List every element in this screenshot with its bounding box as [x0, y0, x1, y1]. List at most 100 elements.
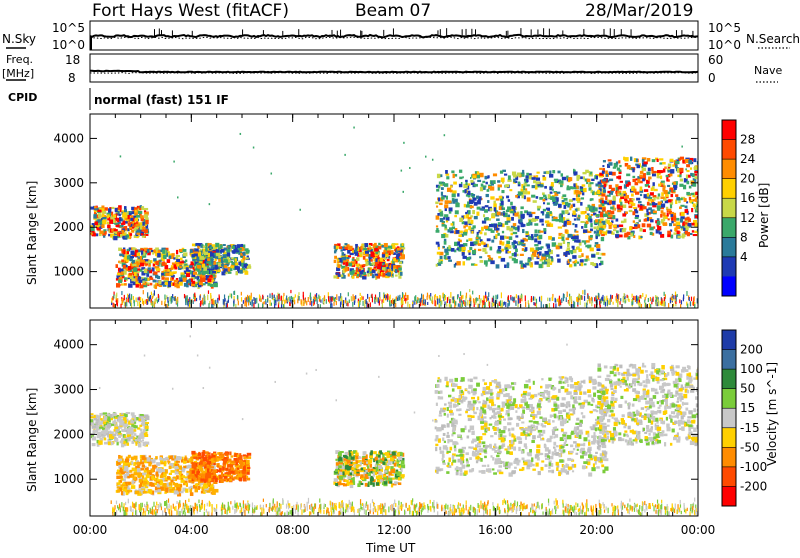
echo-cell	[370, 259, 372, 262]
echo-scatter	[512, 504, 513, 509]
echo-scatter	[136, 297, 137, 302]
echo-cell	[221, 257, 223, 260]
echo-scatter	[575, 506, 576, 510]
echo-cell	[536, 196, 538, 199]
echo-cell	[438, 259, 440, 262]
echo-scatter	[140, 297, 141, 301]
y-tick-label: 1000	[53, 265, 84, 279]
echo-cell	[448, 245, 450, 249]
echo-cell	[462, 252, 465, 256]
echo-cell	[458, 234, 461, 237]
echo-cell	[632, 168, 634, 172]
echo-scatter	[497, 305, 498, 308]
echo-cell	[664, 166, 667, 168]
echo-scatter	[131, 303, 132, 308]
echo-cell	[580, 221, 584, 223]
echo-scatter	[298, 505, 299, 508]
echo-scatter	[308, 297, 309, 302]
echo-scatter	[320, 510, 321, 514]
echo-cell	[504, 236, 506, 239]
echo-scatter	[505, 500, 506, 504]
echo-cell	[659, 158, 663, 160]
echo-cell	[603, 190, 606, 193]
echo-cell	[640, 171, 644, 174]
echo-scatter	[504, 302, 505, 305]
echo-cell	[602, 179, 606, 181]
echo-scatter	[367, 505, 368, 511]
echo-scatter	[132, 512, 133, 516]
echo-cell	[598, 211, 600, 214]
echo-cell	[526, 179, 529, 182]
echo-scatter	[154, 301, 155, 307]
echo-scatter	[219, 294, 220, 299]
echo-scatter	[222, 503, 223, 509]
echo-cell	[576, 239, 580, 242]
echo-cell	[659, 170, 663, 173]
echo-cell	[438, 185, 441, 188]
echo-cell	[584, 263, 587, 265]
echo-cell	[686, 164, 690, 167]
echo-cell	[506, 210, 510, 212]
echo-scatter	[360, 293, 361, 296]
echo-cell	[131, 278, 135, 281]
echo-cell	[520, 240, 524, 243]
echo-scatter	[664, 301, 665, 307]
echo-cell	[232, 246, 235, 249]
echo-cell	[677, 231, 680, 235]
echo-scatter	[459, 508, 460, 513]
echo-scatter	[370, 302, 371, 307]
echo-cell	[441, 196, 445, 199]
echo-cell	[628, 182, 631, 186]
echo-scatter	[323, 510, 324, 514]
echo-cell	[466, 240, 468, 242]
echo-scatter	[535, 303, 536, 306]
echo-cell	[580, 259, 584, 262]
echo-cell	[508, 175, 511, 179]
echo-cell	[624, 219, 627, 223]
echo-scatter	[361, 296, 362, 301]
echo-scatter	[185, 297, 186, 301]
echo-scatter	[384, 295, 385, 299]
echo-cell	[590, 219, 593, 223]
echo-cell	[363, 256, 366, 260]
echo-scatter	[599, 503, 600, 507]
echo-cell	[569, 264, 572, 267]
echo-cell	[384, 257, 386, 260]
echo-cell	[102, 211, 106, 214]
echo-cell	[501, 258, 505, 262]
echo-cell	[514, 259, 518, 263]
echo-scatter	[459, 303, 460, 307]
echo-cell	[600, 230, 602, 234]
echo-scatter	[641, 295, 642, 299]
echo-cell	[667, 209, 671, 211]
echo-scatter	[291, 299, 292, 303]
echo-scatter	[446, 511, 447, 514]
echo-scatter	[480, 501, 481, 506]
echo-scatter	[269, 507, 270, 513]
echo-cell	[576, 197, 580, 201]
echo-scatter	[461, 507, 462, 511]
echo-scatter	[310, 504, 311, 510]
echo-scatter	[672, 298, 673, 301]
colorbar-tick-label: 12	[740, 211, 755, 225]
echo-cell	[436, 189, 439, 192]
echo-scatter	[271, 507, 272, 510]
echo-cell	[653, 171, 657, 173]
echo-cell	[522, 248, 524, 251]
echo-scatter	[525, 302, 526, 307]
echo-scatter	[632, 506, 633, 511]
echo-scatter	[670, 508, 671, 511]
echo-scatter	[144, 504, 145, 507]
echo-scatter	[371, 294, 372, 298]
echo-cell	[142, 227, 146, 229]
echo-cell	[180, 272, 184, 274]
echo-cell	[125, 236, 128, 238]
echo-cell	[561, 173, 563, 176]
echo-cell	[547, 244, 550, 248]
echo-cell	[604, 183, 607, 187]
echo-scatter	[151, 511, 152, 514]
echo-cell	[215, 265, 218, 269]
echo-cell	[531, 234, 534, 238]
echo-cell	[565, 253, 567, 257]
echo-cell	[615, 184, 618, 187]
